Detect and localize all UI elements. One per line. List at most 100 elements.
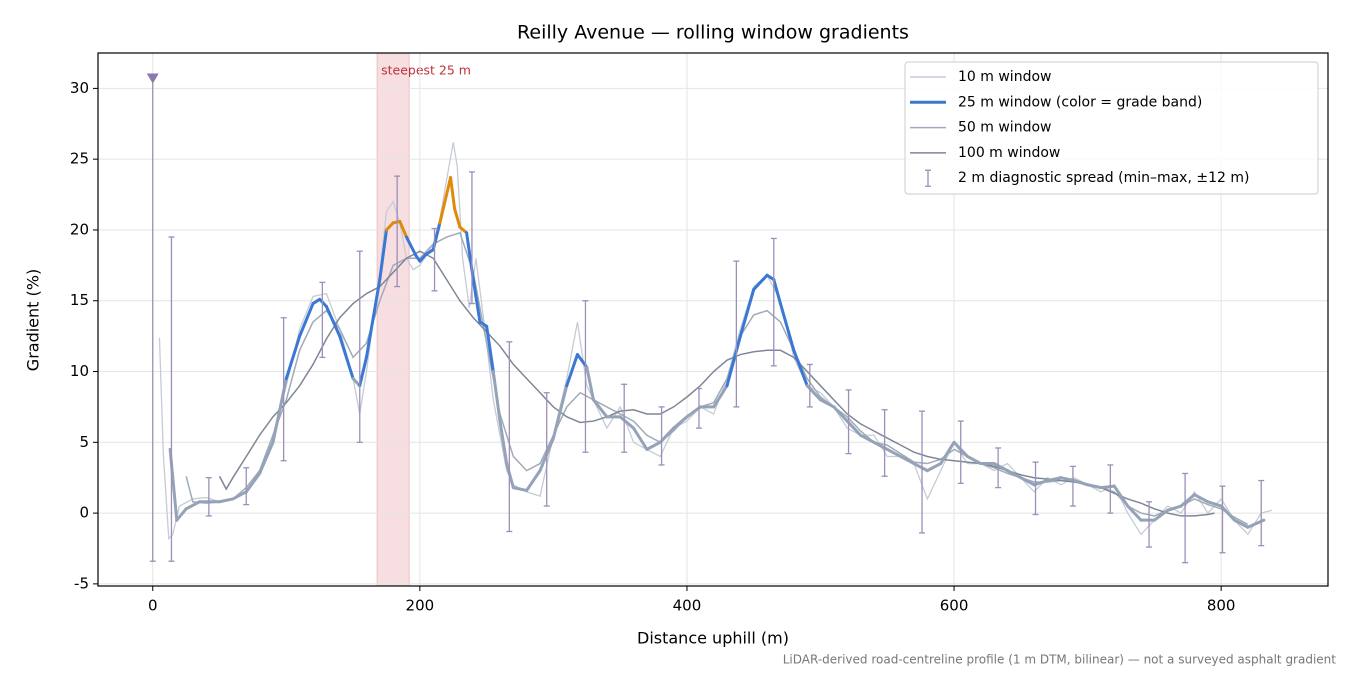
line-segment: [819, 398, 836, 409]
line-segment: [658, 426, 676, 444]
line-segment: [378, 228, 388, 282]
y-tick-label: -5: [74, 574, 89, 592]
line-segment: [1152, 508, 1170, 522]
line-segment: [358, 355, 368, 388]
y-tick-label: 10: [70, 362, 89, 380]
line-segment: [792, 348, 809, 388]
line-segment: [1086, 483, 1103, 490]
legend-label: 2 m diagnostic spread (min–max, ±12 m): [958, 170, 1249, 186]
line-segment: [1059, 476, 1076, 483]
line-segment: [725, 334, 742, 388]
line-segment: [1032, 479, 1050, 487]
line-segment: [525, 469, 542, 492]
line-segment: [244, 471, 262, 494]
footnote: LiDAR-derived road-centreline profile (1…: [783, 653, 1337, 667]
line-segment: [591, 398, 609, 419]
line-segment: [551, 384, 569, 440]
line-segment: [859, 433, 876, 444]
line-segment: [585, 365, 595, 402]
line-segment: [471, 278, 482, 324]
line-segment: [885, 447, 903, 458]
y-tick-label: 15: [70, 291, 89, 309]
line-segment: [752, 273, 769, 291]
plot: [146, 73, 1273, 564]
line-segment: [632, 426, 649, 451]
plot-frame: [97, 52, 1329, 587]
line-segment: [672, 415, 689, 430]
x-tick-label: 600: [940, 597, 969, 615]
x-tick-label: 400: [673, 597, 702, 615]
line-segment: [738, 287, 756, 338]
line-segment: [505, 462, 515, 490]
y-tick-label: 30: [70, 79, 89, 97]
line-segment: [645, 440, 662, 451]
y-tick-label: 25: [70, 150, 89, 168]
line-segment: [418, 252, 429, 263]
line-segment: [184, 500, 201, 511]
line-segment: [845, 419, 863, 437]
y-axis-label: Gradient (%): [24, 269, 43, 371]
line-segment: [939, 440, 956, 466]
line-segment: [498, 419, 509, 466]
x-tick-label: 0: [148, 597, 158, 615]
line-segment: [298, 302, 315, 338]
line-segment: [491, 370, 502, 423]
line-segment: [925, 462, 943, 473]
line-segment: [324, 304, 342, 338]
line-segment: [284, 334, 302, 381]
line-segment: [218, 497, 235, 504]
line-segment: [338, 334, 355, 381]
line-segment: [1192, 493, 1210, 504]
line-segment: [1046, 476, 1063, 483]
line-segment: [832, 405, 849, 423]
line-segment: [1019, 476, 1036, 487]
line-segment: [258, 440, 275, 475]
line-segment: [772, 278, 782, 306]
line-segment: [912, 462, 929, 473]
y-tick-label: 20: [70, 220, 89, 238]
line-segment: [1005, 469, 1023, 480]
line-segment: [511, 486, 529, 492]
y-tick-label: 5: [79, 433, 89, 451]
line-segment: [618, 415, 636, 430]
line-segment: [231, 490, 248, 501]
x-axis-label: Distance uphill (m): [637, 629, 789, 648]
line-segment: [1179, 493, 1196, 508]
line-segment: [965, 454, 983, 466]
line-segment: [712, 384, 729, 409]
line-segment: [1206, 500, 1223, 508]
chart-title: Reilly Avenue — rolling window gradients: [517, 22, 909, 44]
line-segment: [899, 454, 916, 466]
line-segment: [565, 353, 579, 388]
peak-marker: [146, 73, 159, 84]
line-segment: [405, 235, 418, 257]
line: [218, 250, 1215, 517]
line-segment: [1166, 504, 1183, 512]
line-segment: [1126, 504, 1143, 522]
y-tick-label: 0: [79, 504, 89, 522]
legend-box: [904, 61, 1319, 195]
line-segment: [398, 219, 409, 239]
line-segment: [685, 405, 702, 419]
line-segment: [449, 176, 457, 211]
span-label: steepest 25 m: [381, 63, 471, 78]
line-segment: [1219, 504, 1237, 522]
line-segment: [453, 207, 462, 229]
line-segment: [1072, 479, 1090, 487]
span: [376, 52, 410, 587]
legend-label: 100 m window: [958, 145, 1060, 161]
x-tick-label: 800: [1207, 597, 1236, 615]
legend-label: 50 m window: [958, 120, 1051, 136]
line: [185, 231, 1249, 526]
line-segment: [992, 462, 1009, 473]
line-segment: [271, 377, 288, 444]
line-segment: [485, 324, 495, 374]
line-segment: [1099, 484, 1116, 490]
legend-label: 10 m window: [958, 69, 1051, 85]
line-segment: [175, 507, 188, 522]
line-segment: [438, 193, 449, 225]
legend-label: 25 m window (color = grade band): [958, 94, 1202, 110]
line-segment: [1112, 484, 1130, 508]
line-segment: [318, 297, 328, 308]
